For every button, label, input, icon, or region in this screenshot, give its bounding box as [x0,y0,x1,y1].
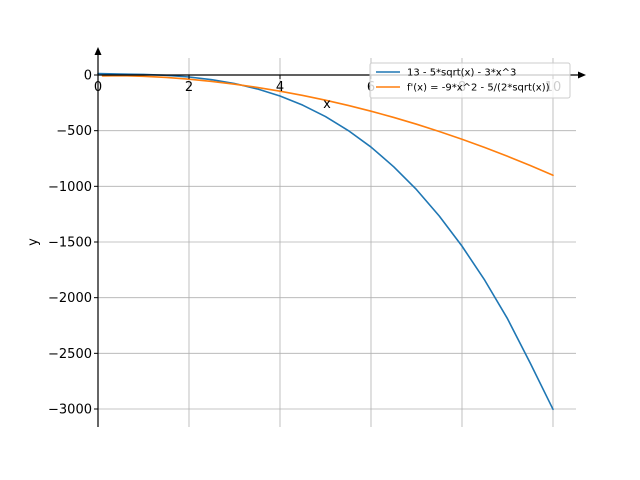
y-tick-label: −500 [56,124,92,139]
x-tick-label: 0 [94,80,102,95]
series-layer [97,72,554,411]
x-tick-label: 4 [276,80,284,95]
x-tick-label: 2 [185,80,193,95]
y-axis-arrow [94,47,102,55]
legend-frame [369,62,571,99]
legend: 13 - 5*sqrt(x) - 3*x^3 f'(x) = -9*x^2 - … [369,62,571,99]
series-line-2 [101,74,554,177]
series-line-1 [97,72,554,411]
y-axis-label: y [26,238,41,246]
y-tick-label: −1000 [48,180,92,195]
y-tick-label: 0 [84,69,92,84]
ticks: 02468100−500−1000−1500−2000−2500−3000 [48,69,561,418]
legend-label-series-2: f'(x) = -9*x^2 - 5/(2*sqrt(x)) [407,83,550,94]
y-tick-label: −2000 [48,291,92,306]
x-axis-label: x [323,97,331,112]
legend-label-series-1: 13 - 5*sqrt(x) - 3*x^3 [407,68,516,79]
y-tick-label: −2500 [48,347,92,362]
x-axis-arrow [578,71,586,79]
y-tick-label: −1500 [48,236,92,251]
grid [98,58,576,427]
y-tick-label: −3000 [48,403,92,418]
